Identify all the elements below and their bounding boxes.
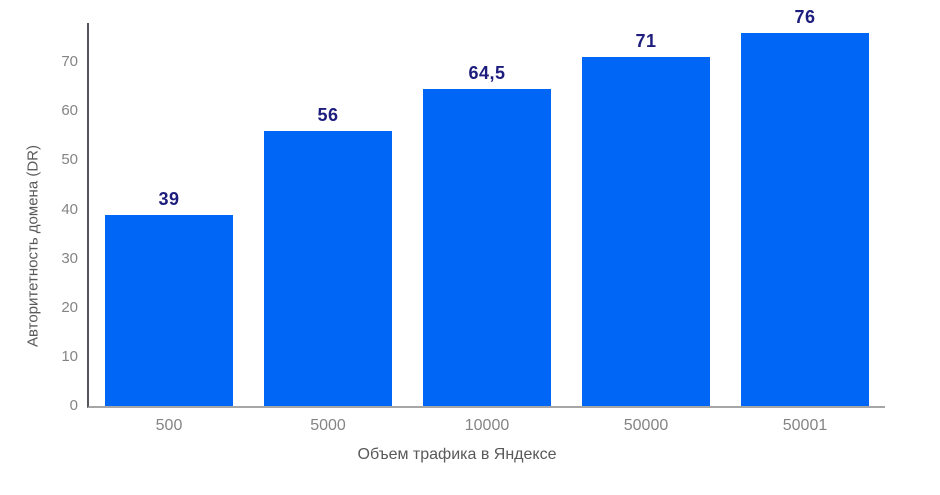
bar-value-label: 71 xyxy=(635,31,657,52)
bar xyxy=(741,32,869,406)
bar-value-label: 76 xyxy=(794,6,816,27)
y-tick-label: 40 xyxy=(61,200,78,218)
x-tick-label: 50000 xyxy=(623,417,669,434)
bar xyxy=(105,214,233,406)
bar-value-label: 39 xyxy=(158,188,180,209)
bar-value-label: 64,5 xyxy=(468,63,506,84)
y-tick-label: 50 xyxy=(61,151,78,169)
y-tick-label: 30 xyxy=(61,249,78,267)
x-tick-label: 5000 xyxy=(310,417,346,434)
x-tick-label: 500 xyxy=(155,417,183,434)
bar-value-label: 56 xyxy=(317,105,339,126)
bar xyxy=(264,131,392,406)
y-tick-label: 70 xyxy=(61,53,78,71)
x-axis-title: Объем трафика в Яндексе xyxy=(357,446,557,463)
bar xyxy=(423,89,551,406)
y-tick-label: 0 xyxy=(69,397,78,414)
plot-area: 39 56 64,5 71 76 xyxy=(87,7,885,408)
x-tick-label: 50001 xyxy=(782,417,828,434)
y-tick-label: 20 xyxy=(61,298,78,316)
bar xyxy=(582,57,710,406)
y-tick-label: 60 xyxy=(61,102,78,120)
x-tick-label: 10000 xyxy=(464,417,510,434)
y-tick-label: 10 xyxy=(61,347,78,365)
